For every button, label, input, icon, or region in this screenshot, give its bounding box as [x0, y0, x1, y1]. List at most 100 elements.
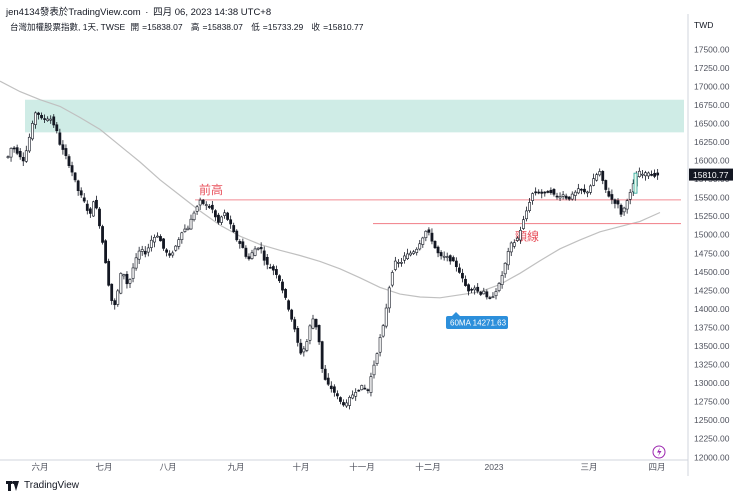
candle-body [70, 165, 74, 173]
y-tick-label: 12000.00 [694, 452, 730, 462]
candle-body [579, 188, 583, 191]
candle-body [409, 252, 413, 256]
candle-body [604, 180, 608, 190]
currency-label: TWD [694, 20, 714, 30]
candle-body [497, 283, 501, 291]
candle-body [448, 255, 452, 262]
candle-body [229, 219, 233, 225]
candle-body [149, 239, 153, 248]
y-tick-label: 12500.00 [694, 415, 730, 425]
high-label: 高 [190, 22, 200, 32]
candle-body [259, 247, 263, 250]
candle-body [628, 192, 632, 200]
candle-body [335, 393, 339, 397]
candle-body [430, 232, 434, 242]
candle-body [403, 255, 406, 261]
candle-body [195, 206, 199, 212]
candle-body [613, 199, 617, 204]
low-value: 低 =15733.29 [251, 22, 306, 32]
candle-body [326, 377, 330, 385]
candle-body [95, 199, 98, 209]
candle-body [220, 216, 223, 223]
candle-body [323, 368, 327, 380]
candle-body [177, 239, 181, 247]
candle-body [253, 248, 257, 256]
candle-body [622, 207, 626, 213]
candle-body [464, 278, 467, 286]
y-tick-label: 13500.00 [694, 341, 730, 351]
candle-body [64, 148, 68, 156]
candle-body [293, 319, 297, 330]
candle-body [567, 196, 571, 200]
candle-body [512, 242, 516, 247]
candle-body [406, 253, 409, 260]
y-tick-label: 12250.00 [694, 434, 730, 444]
candle-body [119, 273, 123, 294]
candle-body [92, 201, 95, 217]
x-tick-label: 四月 [648, 462, 665, 472]
candle-body [116, 290, 120, 305]
candle-body [271, 266, 275, 271]
y-tick-label: 15250.00 [694, 211, 730, 221]
y-tick-label: 14750.00 [694, 248, 730, 258]
y-tick-label: 14000.00 [694, 304, 730, 314]
y-tick-label: 13750.00 [694, 322, 730, 332]
candle-body [543, 191, 547, 194]
candle-body [656, 172, 660, 176]
candle-body [21, 156, 25, 162]
resistance-annotation: 前高 [199, 182, 223, 197]
candle-body [372, 364, 376, 376]
candle-body [528, 202, 531, 211]
candle-body [363, 387, 367, 390]
candle-body [192, 212, 196, 221]
y-tick-label: 17000.00 [694, 81, 730, 91]
candle-body [6, 156, 10, 158]
candle-body [561, 194, 565, 197]
candle-body [503, 262, 507, 275]
symbol-legend: 台灣加權股票指數, 1天, TWSE 開 =15838.07 高 =15838.07… [10, 21, 369, 33]
x-tick-label: 八月 [159, 462, 176, 472]
y-tick-label: 15000.00 [694, 230, 730, 240]
candle-body [244, 247, 248, 257]
candle-body [274, 269, 278, 275]
candle-body [15, 147, 19, 154]
candle-body [61, 144, 65, 150]
candle-body [85, 203, 89, 211]
candle-body [488, 297, 492, 299]
open-number: =15838.07 [142, 22, 183, 32]
candle-body [256, 247, 260, 250]
candle-body [540, 191, 544, 194]
candle-body [311, 318, 315, 329]
flash-icon [652, 445, 666, 459]
candle-body [27, 136, 31, 152]
candle-body [476, 286, 480, 292]
candle-body [546, 191, 550, 193]
candle-body [445, 256, 449, 258]
footer-brand: TradingView [6, 480, 79, 491]
candle-body [421, 237, 425, 245]
open-value: 開 =15838.07 [131, 22, 186, 32]
candle-body [140, 249, 144, 252]
candle-body [37, 112, 40, 115]
candle-body [320, 341, 324, 369]
y-tick-label: 12750.00 [694, 397, 730, 407]
candle-body [79, 190, 83, 196]
candle-body [412, 251, 416, 254]
candle-body [442, 255, 446, 258]
candle-body [515, 237, 519, 241]
y-tick-label: 16500.00 [694, 118, 730, 128]
candle-body [522, 219, 525, 229]
candle-body [500, 275, 504, 285]
candle-body [198, 199, 202, 206]
candle-body [558, 196, 562, 199]
candle-body [238, 241, 242, 244]
candle-body [46, 118, 50, 121]
candle-body [183, 228, 187, 232]
candle-body [601, 171, 605, 181]
candle-body [549, 189, 553, 194]
candle-body [534, 191, 538, 194]
current-price-badge [689, 168, 733, 181]
x-tick-label: 三月 [580, 462, 597, 472]
candle-body [104, 240, 108, 264]
